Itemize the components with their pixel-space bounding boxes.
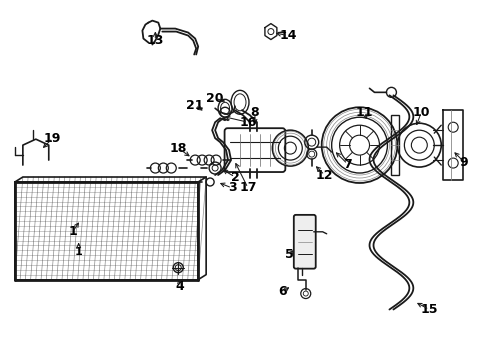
Text: 15: 15: [420, 303, 437, 316]
Text: 4: 4: [176, 280, 184, 293]
Text: 5: 5: [285, 248, 294, 261]
Text: 9: 9: [459, 156, 468, 168]
Text: 3: 3: [227, 181, 236, 194]
Text: 1: 1: [68, 225, 77, 238]
Text: 14: 14: [279, 29, 296, 42]
Bar: [15, 182, 198, 280]
Text: 17: 17: [239, 181, 256, 194]
Text: 16: 16: [239, 116, 256, 129]
FancyBboxPatch shape: [293, 215, 315, 269]
Text: 20: 20: [206, 92, 224, 105]
Text: 13: 13: [146, 34, 163, 47]
Text: 12: 12: [315, 168, 333, 181]
Text: 8: 8: [250, 106, 259, 119]
Text: 19: 19: [44, 132, 61, 145]
Text: 2: 2: [230, 171, 239, 184]
Text: 18: 18: [169, 141, 186, 155]
Text: 7: 7: [343, 158, 351, 171]
Bar: [390, 115, 399, 175]
Text: 1: 1: [75, 247, 82, 257]
Text: 21: 21: [186, 99, 203, 112]
Text: 10: 10: [412, 106, 429, 119]
Text: 6: 6: [278, 285, 286, 298]
Text: 11: 11: [355, 106, 372, 119]
